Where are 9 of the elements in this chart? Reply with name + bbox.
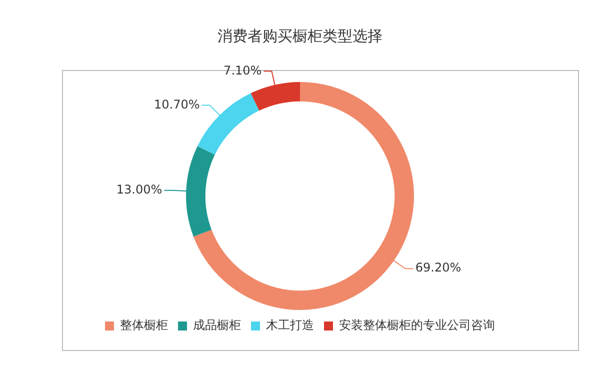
legend-label: 整体橱柜 (120, 318, 168, 332)
data-label: 7.10% (224, 63, 262, 78)
chart-title: 消费者购买橱柜类型选择 (218, 26, 382, 45)
legend-label: 木工打造 (266, 318, 314, 332)
data-label: 10.70% (154, 97, 200, 112)
legend-label: 成品橱柜 (193, 318, 241, 332)
data-label: 69.20% (415, 260, 462, 275)
legend-label: 安装整体橱柜的专业公司咨询 (339, 318, 495, 332)
data-label: 13.00% (116, 182, 162, 196)
